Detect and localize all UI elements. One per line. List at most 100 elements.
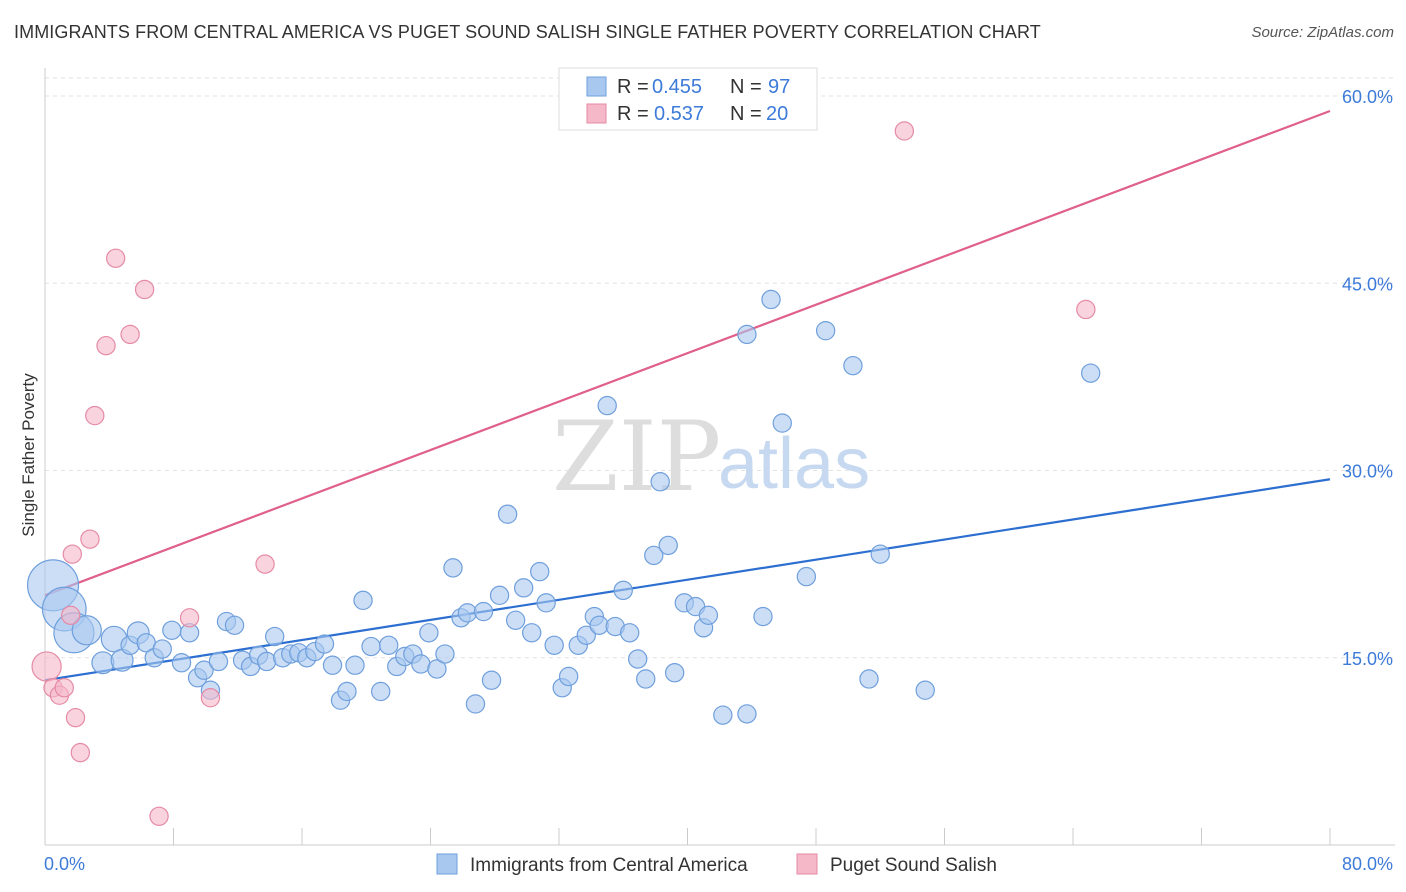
central-america-point (658, 535, 678, 556)
central-america-point (737, 704, 757, 724)
central-america-point (256, 651, 277, 672)
central-america-point (71, 615, 102, 646)
central-america-point (737, 324, 757, 345)
central-america-point (481, 670, 502, 690)
central-america-point (489, 585, 510, 606)
central-america-point (589, 615, 609, 635)
central-america-point (337, 681, 357, 702)
series-swatch-pink (796, 853, 818, 875)
correlation-legend: R = 0.455 N = 97 R = 0.537 N = 20 (558, 67, 818, 131)
central-america-point (636, 669, 656, 689)
watermark-zip: ZIP (552, 401, 721, 513)
central-america-point (152, 639, 172, 659)
puget-sound-salish-point (54, 678, 74, 698)
legend-r-value-2: 0.537 (654, 103, 704, 125)
central-america-point (419, 623, 439, 643)
central-america-point (664, 663, 685, 683)
central-america-point (796, 566, 817, 587)
legend-n-value-1: 97 (768, 76, 790, 98)
legend-swatch-blue (586, 76, 607, 97)
series-name-1: Immigrants from Central America (470, 855, 748, 876)
central-america-point (465, 694, 486, 714)
series-swatch-blue (436, 853, 458, 875)
legend-n-label-2: N = (730, 103, 762, 125)
central-america-point (619, 623, 640, 643)
central-america-point (361, 636, 381, 657)
central-america-point (698, 605, 719, 625)
watermark: ZIP atlas (552, 401, 870, 513)
central-america-point (870, 544, 890, 564)
legend-r-value-1: 0.455 (652, 76, 702, 98)
central-america-point (443, 558, 463, 578)
puget-sound-salish-point (80, 529, 100, 549)
central-america-point (644, 545, 664, 566)
puget-sound-salish-trendline (44, 109, 1331, 597)
points-layer (26, 121, 1101, 826)
central-america-point (558, 666, 579, 687)
central-america-point (1080, 363, 1101, 383)
central-america-point (536, 593, 556, 613)
central-america-point (613, 580, 633, 601)
central-america-point (513, 578, 534, 598)
watermark-atlas: atlas (718, 424, 870, 504)
puget-sound-salish-point (65, 707, 86, 728)
central-america-point (753, 606, 773, 627)
central-america-point (265, 626, 285, 647)
series-legend: Immigrants from Central America Puget So… (436, 853, 997, 876)
central-america-point (371, 681, 391, 702)
puget-sound-salish-point (105, 248, 126, 268)
y-tick-label: 60.0% (1342, 87, 1393, 107)
puget-sound-salish-point (255, 554, 275, 574)
central-america-point (597, 395, 617, 416)
y-tick-label: 30.0% (1342, 462, 1393, 482)
y-tick-label: 15.0% (1342, 649, 1393, 669)
puget-sound-salish-point (1076, 299, 1096, 320)
axes-layer (44, 68, 1395, 846)
central-america-point (457, 603, 478, 623)
puget-sound-salish-point (149, 806, 169, 826)
puget-sound-salish-point (62, 544, 82, 564)
puget-sound-salish-point (894, 121, 915, 141)
central-america-point (772, 413, 792, 433)
legend-n-label-1: N = (730, 76, 762, 98)
chart-source: Source: ZipAtlas.com (1251, 24, 1394, 41)
puget-sound-salish-point (134, 279, 155, 300)
puget-sound-salish-point (31, 651, 62, 682)
puget-sound-salish-point (85, 405, 105, 426)
central-america-point (427, 659, 447, 679)
grid-layer (45, 77, 1395, 659)
central-america-point (650, 472, 670, 492)
central-america-point (859, 669, 879, 689)
central-america-point (522, 623, 542, 643)
central-america-point (576, 625, 596, 645)
central-america-point (505, 610, 526, 630)
series-name-2: Puget Sound Salish (830, 855, 997, 876)
legend-r-label-1: R = (617, 76, 649, 98)
central-america-point (411, 654, 431, 674)
ticks-layer: 15.0% 30.0% 45.0% 60.0% 0.0% 80.0% (44, 87, 1393, 874)
central-america-point (208, 651, 229, 672)
central-america-point (435, 644, 455, 664)
central-america-point (713, 705, 733, 725)
central-america-point (497, 504, 518, 524)
y-axis-title: Single Father Poverty (19, 373, 38, 537)
puget-sound-salish-point (179, 608, 200, 628)
puget-sound-salish-point (61, 605, 81, 625)
central-america-point (544, 635, 564, 655)
central-america-point (224, 615, 245, 635)
legend-r-label-2: R = (617, 103, 649, 125)
puget-sound-salish-point (96, 335, 116, 356)
central-america-point (473, 601, 494, 622)
central-america-point (314, 634, 335, 654)
central-america-point (171, 653, 192, 673)
central-america-point (815, 320, 836, 341)
x-tick-label-min: 0.0% (44, 854, 85, 874)
central-america-point (194, 660, 214, 680)
central-america-point (322, 655, 343, 675)
legend-n-value-2: 20 (766, 103, 788, 125)
central-america-point (530, 561, 550, 582)
central-america-point (91, 651, 115, 675)
chart-title: IMMIGRANTS FROM CENTRAL AMERICA VS PUGET… (14, 22, 1041, 42)
central-america-point (379, 635, 399, 655)
y-tick-label: 45.0% (1342, 274, 1393, 294)
